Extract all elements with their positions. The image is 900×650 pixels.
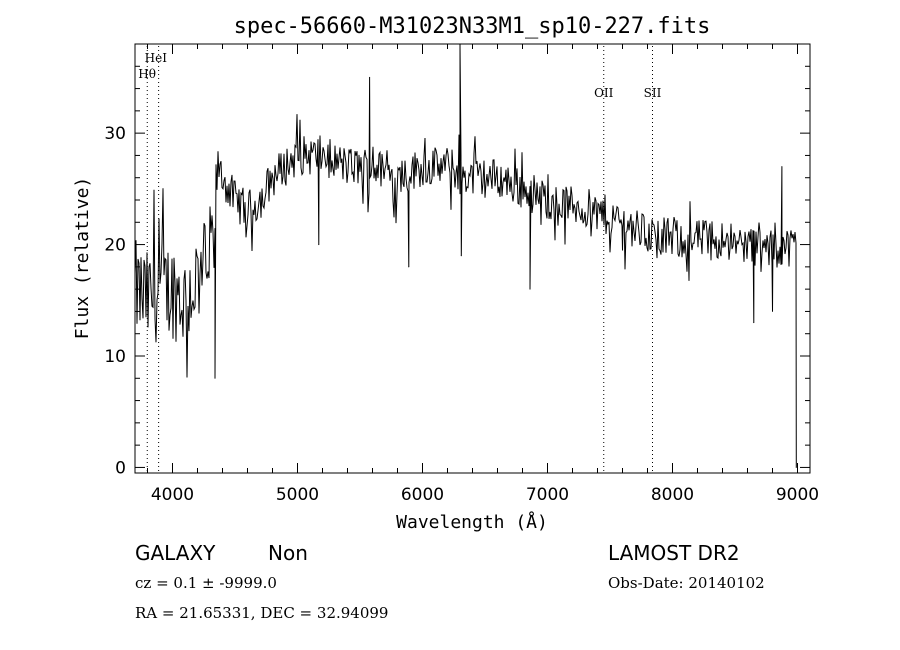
x-tick-label: 5000	[276, 485, 319, 505]
survey-name: LAMOST DR2	[608, 541, 740, 565]
spectrum-feature-point	[318, 244, 320, 246]
plot-frame	[134, 43, 811, 474]
y-tick-label: 30	[104, 124, 126, 144]
object-subclass: Non	[268, 541, 308, 565]
line-label-hei: HeI	[145, 51, 168, 65]
chart-title: spec-56660-M31023N33M1_sp10-227.fits	[234, 14, 711, 39]
x-tick-label: 4000	[151, 485, 194, 505]
x-tick-label: 6000	[401, 485, 444, 505]
spectrum-feature-point	[369, 76, 371, 78]
y-tick-label: 0	[115, 458, 126, 478]
spectrum-feature-point	[622, 249, 623, 251]
spectrum-feature-point	[529, 288, 531, 290]
coordinates: RA = 21.65331, DEC = 32.94099	[135, 604, 389, 622]
y-tick-label: 10	[104, 347, 126, 367]
x-tick-label: 9000	[776, 485, 819, 505]
observation-date: Obs-Date: 20140102	[608, 574, 765, 592]
spectrum-feature-point	[772, 310, 773, 312]
x-tick-label: 8000	[651, 485, 694, 505]
spectrum-line	[134, 43, 797, 468]
y-axis-label: Flux (relative)	[72, 177, 93, 340]
line-label-oii: OII	[594, 86, 614, 100]
line-label-hθ: Hθ	[138, 67, 156, 81]
redshift-cz: cz = 0.1 ± -9999.0	[135, 574, 277, 592]
spectrum-feature-point	[460, 255, 462, 257]
y-tick-label: 20	[104, 236, 126, 256]
spectrum-feature-point	[459, 43, 461, 45]
object-class: GALAXY	[135, 541, 216, 565]
line-label-sii: SII	[644, 86, 662, 100]
x-tick-label: 7000	[526, 485, 569, 505]
spectrum-feature-point	[781, 166, 783, 168]
spectrum-feature-point	[795, 466, 797, 468]
spectrum-feature-point	[214, 377, 216, 379]
spectrum-feature-point	[753, 322, 755, 324]
x-axis-label: Wavelength (Å)	[396, 511, 548, 533]
spectrum-feature-point	[408, 266, 410, 268]
